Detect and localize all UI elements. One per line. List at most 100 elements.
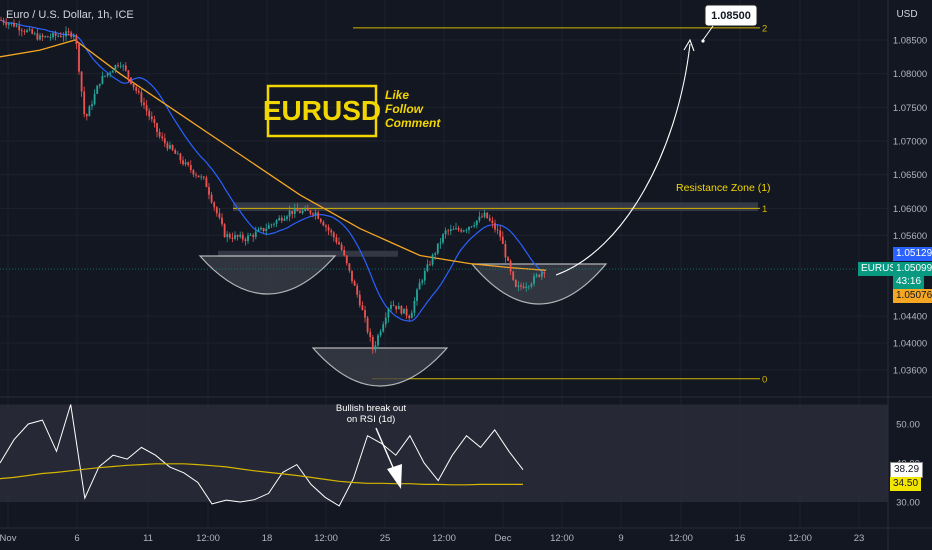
candle-body <box>392 305 395 306</box>
candle-body <box>213 202 216 208</box>
candle-body <box>465 229 468 231</box>
candle-body <box>49 37 52 38</box>
candle-body <box>208 187 210 195</box>
candle-body <box>491 220 494 224</box>
candle-body <box>226 234 229 238</box>
target-callout[interactable]: 1.08500 <box>701 4 758 43</box>
candle-body <box>54 33 57 36</box>
candle-body <box>304 208 307 211</box>
candle-body <box>218 213 221 218</box>
candle-body <box>33 33 36 35</box>
candle-body <box>509 260 512 272</box>
time-tick-label: 23 <box>854 533 865 544</box>
fib-level-label: 0 <box>762 374 767 385</box>
time-tick-label: 16 <box>735 533 746 544</box>
projection-arrowhead <box>683 38 695 52</box>
candle-body <box>538 274 541 277</box>
candle-body <box>197 175 200 178</box>
price-tick-label: 1.04000 <box>893 339 927 350</box>
rsi-ma-value-label: 34.50 <box>890 477 922 491</box>
candle-body <box>416 289 418 301</box>
time-tick-label: 9 <box>618 533 623 544</box>
follow-text: Follow <box>385 102 424 116</box>
candle-body <box>52 33 54 38</box>
candle-body <box>174 150 177 154</box>
candle-body <box>265 228 268 232</box>
candle-body <box>192 170 195 175</box>
annotations <box>375 427 402 489</box>
candle-body <box>309 210 312 214</box>
candle-body <box>455 228 457 230</box>
candle-body <box>356 285 359 295</box>
time-tick-label: 12:00 <box>669 533 693 544</box>
candle-body <box>517 285 520 287</box>
candle-body <box>200 176 203 178</box>
price-tick-label: 1.07500 <box>893 103 927 114</box>
candle-body <box>481 216 483 218</box>
candle-body <box>418 282 421 290</box>
candle-body <box>234 235 236 239</box>
candle-body <box>41 35 44 37</box>
candle-body <box>358 294 361 306</box>
price-tick-label: 1.07000 <box>893 137 927 148</box>
candle-body <box>239 234 242 237</box>
candle-body <box>166 143 169 149</box>
time-tick-label: 12:00 <box>788 533 812 544</box>
candle-body <box>83 91 86 115</box>
candle-body <box>163 138 166 144</box>
candle-body <box>371 336 374 350</box>
candle-body <box>514 279 517 287</box>
candle-body <box>117 65 119 67</box>
candle-body <box>202 176 205 178</box>
candle-body <box>132 83 135 88</box>
candle-body <box>408 315 411 319</box>
candle-body <box>10 22 13 24</box>
candle-body <box>278 217 281 221</box>
rsi-tick-label: 50.00 <box>896 420 920 431</box>
candle-body <box>364 310 366 318</box>
rsi-tick-label: 30.00 <box>896 498 920 509</box>
candle-body <box>426 264 429 272</box>
candle-body <box>247 235 249 242</box>
rsi-value-label: 38.29 <box>890 462 924 478</box>
candle-body <box>512 271 515 280</box>
time-tick-label: 12:00 <box>550 533 574 544</box>
candle-body <box>449 229 452 231</box>
candle-body <box>169 145 171 149</box>
candle-body <box>296 208 299 212</box>
candle-body <box>150 116 153 120</box>
candle-body <box>275 220 278 224</box>
candle-body <box>228 234 231 238</box>
candle-body <box>189 165 192 171</box>
candle-body <box>39 35 41 40</box>
candle-body <box>57 35 60 37</box>
currency-label[interactable]: USD <box>896 9 917 20</box>
candle-body <box>330 230 333 233</box>
head-arc <box>311 347 449 387</box>
candle-body <box>223 224 226 238</box>
candle-body <box>384 317 387 325</box>
candle-body <box>338 242 340 245</box>
candle-body <box>262 227 265 232</box>
candle-body <box>65 31 67 37</box>
candle-body <box>507 257 509 261</box>
candle-body <box>488 218 491 221</box>
price-tick-label: 1.04400 <box>893 312 927 323</box>
candle-body <box>421 280 424 283</box>
candle-body <box>317 212 320 219</box>
candle-body <box>143 102 145 106</box>
price-axis[interactable]: 1.08500 1.08000 1.07500 1.07000 1.06500 1.060… <box>893 36 927 377</box>
candles <box>0 16 546 354</box>
candle-body <box>499 230 502 237</box>
price-tick-label: 1.08500 <box>893 36 927 47</box>
candle-body <box>429 264 431 266</box>
price-tick-label: 1.08000 <box>893 69 927 80</box>
time-axis[interactable]: Nov 6 11 12:00 18 12:00 25 12:00 Dec 12:00 9 12:00 1… <box>0 533 864 544</box>
projection-curve <box>555 43 691 276</box>
candle-body <box>156 123 158 132</box>
candle-body <box>161 136 164 139</box>
candle-body <box>343 250 346 256</box>
candle-body <box>26 30 28 33</box>
rsi-ma-line <box>0 463 523 486</box>
